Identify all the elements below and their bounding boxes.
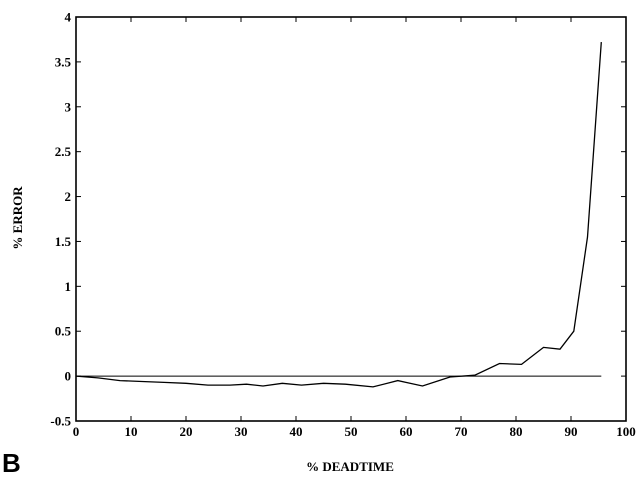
y-tick-label: -0.5: [50, 414, 71, 429]
x-axis-title: % DEADTIME: [306, 459, 394, 474]
y-axis-ticks: -0.5 0 0.5 1 1.5 2 2.5 3 3.5 4: [50, 10, 626, 429]
plot-frame: [75, 16, 627, 422]
x-tick-label: 60: [400, 424, 413, 439]
panel-label: B: [2, 448, 21, 477]
error-curve: [75, 42, 602, 388]
y-tick-label: 1: [65, 279, 72, 294]
y-tick-label: 3: [65, 99, 72, 114]
y-tick-label: 4: [65, 10, 72, 25]
x-axis-ticks: 0 10 20 30 40 50 60 70 80 90 100: [73, 17, 636, 439]
series-lines: [75, 42, 602, 388]
x-tick-label: 40: [290, 424, 303, 439]
x-tick-label: 100: [616, 424, 636, 439]
y-tick-label: 3.5: [55, 54, 72, 69]
y-tick-label: 2.5: [55, 144, 72, 159]
x-tick-label: 80: [510, 424, 523, 439]
x-tick-label: 50: [345, 424, 358, 439]
x-tick-label: 20: [180, 424, 193, 439]
x-tick-label: 70: [455, 424, 468, 439]
y-axis-title: % ERROR: [10, 186, 25, 250]
x-tick-label: 0: [73, 424, 80, 439]
x-tick-label: 30: [235, 424, 248, 439]
y-tick-label: 2: [65, 189, 72, 204]
x-tick-label: 90: [565, 424, 578, 439]
y-tick-label: 0: [65, 369, 72, 384]
y-tick-label: 0.5: [55, 324, 72, 339]
y-tick-label: 1.5: [55, 234, 72, 249]
x-tick-label: 10: [125, 424, 138, 439]
